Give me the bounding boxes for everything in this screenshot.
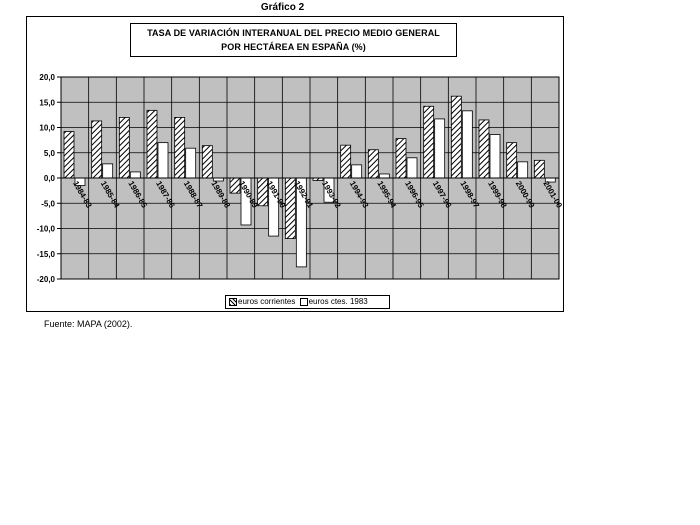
legend-label-constant: euros ctes. 1983 bbox=[308, 297, 368, 306]
bar-current-1995-94 bbox=[367, 149, 379, 179]
bar-current-1994-93 bbox=[340, 144, 352, 179]
source-note: Fuente: MAPA (2002). bbox=[44, 319, 133, 329]
y-tick-label: -10,0 bbox=[37, 225, 56, 234]
legend-item-constant: euros ctes. 1983 bbox=[299, 296, 368, 308]
bar-current-1996-95 bbox=[395, 138, 407, 179]
bar-constant-1996-95 bbox=[406, 157, 418, 179]
bar-chart: 20,015,010,05,00,0-5,0-10,0-15,0-20,0198… bbox=[37, 73, 564, 284]
legend-swatch-white bbox=[299, 297, 308, 306]
y-tick-label: -20,0 bbox=[37, 275, 56, 284]
legend-label-current: euros corrientes bbox=[238, 297, 296, 306]
bar-constant-1997-96 bbox=[434, 118, 446, 179]
bar-constant-1987-86 bbox=[157, 142, 169, 179]
bar-constant-1988-87 bbox=[185, 147, 197, 179]
y-tick-label: 5,0 bbox=[44, 149, 56, 158]
chart-title: TASA DE VARIACIÓN INTERANUAL DEL PRECIO … bbox=[130, 23, 457, 57]
bar-constant-1995-94 bbox=[378, 173, 390, 179]
y-tick-label: -5,0 bbox=[41, 199, 55, 208]
bar-constant-1985-84 bbox=[102, 163, 114, 179]
bar-current-1985-84 bbox=[91, 120, 103, 179]
bar-current-1987-86 bbox=[146, 109, 158, 179]
chart-title-line-1: TASA DE VARIACIÓN INTERANUAL DEL PRECIO … bbox=[147, 28, 440, 38]
chart-frame: 20,0 15,0 10,0 5,0 0,0 -5,0 -10,0 -15,0 -20,0 198… bbox=[26, 16, 564, 312]
bar-constant-1986-85 bbox=[129, 171, 141, 179]
y-tick-label: 20,0 bbox=[39, 73, 55, 82]
bar-current-2000-99 bbox=[506, 142, 518, 179]
y-tick-label: 10,0 bbox=[39, 124, 55, 133]
y-tick-label: 15,0 bbox=[39, 98, 55, 107]
bar-current-1984-83 bbox=[63, 131, 75, 179]
chart-legend: euros corrientes euros ctes. 1983 bbox=[225, 295, 390, 309]
legend-swatch-hatched bbox=[229, 297, 237, 306]
bar-current-1988-87 bbox=[174, 117, 186, 179]
chart-title-line-2: POR HECTÁREA EN ESPAÑA (%) bbox=[221, 42, 366, 52]
bar-current-1999-98 bbox=[478, 119, 490, 179]
bar-constant-1998-97 bbox=[461, 110, 473, 179]
bar-current-1992-91 bbox=[284, 177, 296, 239]
bar-current-1989-88 bbox=[201, 145, 213, 179]
figure-label: Gráfico 2 bbox=[260, 2, 305, 13]
bar-current-1986-85 bbox=[118, 117, 130, 179]
y-tick-label: 0,0 bbox=[44, 174, 56, 183]
y-tick-label: -15,0 bbox=[37, 250, 56, 259]
bar-current-2001-00 bbox=[533, 159, 545, 179]
bar-current-1998-97 bbox=[450, 95, 462, 179]
bar-constant-1994-93 bbox=[351, 164, 363, 179]
bar-constant-2000-99 bbox=[517, 161, 529, 179]
bar-constant-1999-98 bbox=[489, 134, 501, 179]
legend-item-current: euros corrientes bbox=[229, 296, 295, 308]
bar-current-1997-96 bbox=[423, 105, 435, 179]
